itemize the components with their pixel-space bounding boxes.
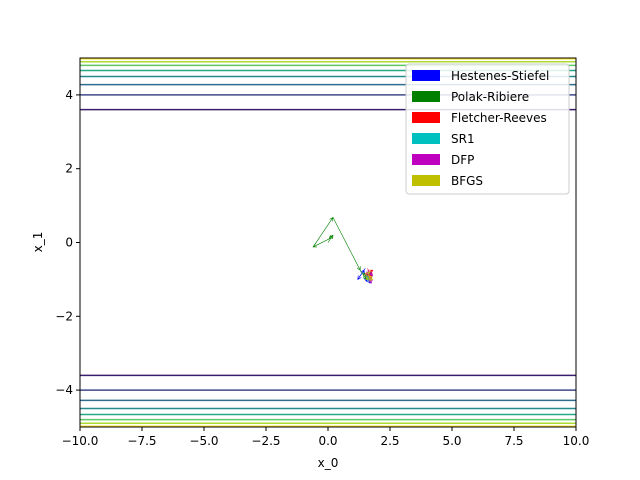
- x-axis-ticks: −10.0 −7.5 −5.0 −2.5 0.0 2.5 5.0 7.5 10.0: [62, 427, 590, 448]
- trajectory-step: [329, 234, 334, 240]
- trajectory-step: [368, 275, 373, 280]
- legend-swatch: [412, 112, 440, 123]
- y-tick-label: −2: [55, 309, 73, 323]
- x-axis-label: x_0: [318, 456, 339, 470]
- legend-swatch: [412, 70, 440, 81]
- trajectory-arrowhead: [329, 216, 334, 222]
- legend-label: Fletcher-Reeves: [451, 111, 547, 125]
- x-tick-label: 2.5: [380, 434, 399, 448]
- x-tick-label: 5.0: [442, 434, 461, 448]
- x-tick-label: 10.0: [563, 434, 590, 448]
- x-tick-label: −2.5: [251, 434, 280, 448]
- legend-label: Hestenes-Stiefel: [451, 69, 549, 83]
- trajectory-step: [366, 271, 371, 280]
- y-axis-ticks: 4 2 0 −2 −4: [55, 88, 80, 397]
- trajectory-step: [359, 270, 367, 280]
- y-tick-label: 0: [65, 236, 73, 250]
- trajectory-step: [332, 217, 361, 271]
- x-tick-label: 7.5: [504, 434, 523, 448]
- trajectory-arrowhead: [368, 275, 373, 280]
- series-polak-ribiere: [312, 216, 368, 280]
- legend: Hestenes-Stiefel Polak-Ribiere Fletcher-Re…: [405, 63, 570, 195]
- legend-box: [405, 63, 570, 195]
- trajectory-step: [312, 217, 334, 248]
- y-tick-label: −4: [55, 383, 73, 397]
- legend-swatch: [412, 175, 440, 186]
- series-bfgs: [363, 271, 374, 282]
- optimizer-trajectories: [312, 216, 374, 284]
- legend-label: BFGS: [451, 174, 483, 188]
- legend-label: Polak-Ribiere: [451, 90, 529, 104]
- legend-swatch: [412, 91, 440, 102]
- y-axis-label: x_1: [31, 232, 45, 253]
- x-tick-label: −7.5: [127, 434, 156, 448]
- legend-label: DFP: [451, 153, 474, 167]
- y-tick-label: 2: [65, 162, 73, 176]
- legend-swatch: [412, 154, 440, 165]
- trajectory-step: [357, 270, 365, 280]
- legend-swatch: [412, 133, 440, 144]
- y-tick-label: 4: [65, 88, 73, 102]
- trajectory-step: [367, 269, 373, 276]
- legend-label: SR1: [451, 132, 475, 146]
- trajectory-step: [312, 238, 330, 248]
- contour-lines: [80, 58, 576, 427]
- x-tick-label: −5.0: [189, 434, 218, 448]
- x-tick-label: 0.0: [318, 434, 337, 448]
- x-tick-label: −10.0: [62, 434, 99, 448]
- trajectory-step: [363, 271, 371, 276]
